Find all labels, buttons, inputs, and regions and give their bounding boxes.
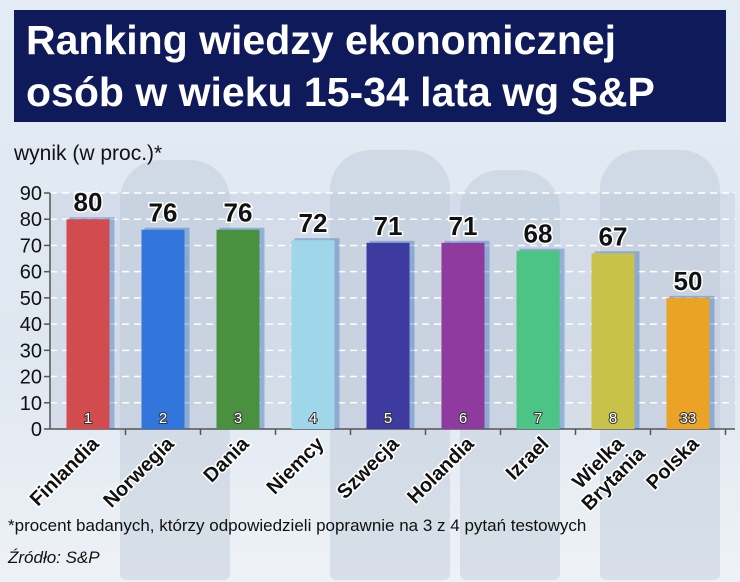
x-tick-label: Norwegia [99, 432, 179, 512]
rank-label: 33 [680, 410, 697, 427]
x-tick-label-part: Szwecja [333, 432, 404, 503]
x-tick-label: Szwecja [333, 432, 404, 503]
bar [591, 253, 635, 429]
rank-label: 7 [534, 410, 542, 427]
value-label: 76 [149, 198, 178, 228]
y-tick-label: 10 [20, 393, 42, 415]
rank-label: 6 [459, 410, 467, 427]
value-label: 71 [374, 211, 403, 241]
y-tick-label: 0 [31, 419, 42, 441]
y-tick-label: 30 [20, 340, 42, 362]
rank-label: 4 [309, 410, 317, 427]
bar [216, 229, 260, 429]
bar [141, 229, 185, 429]
x-tick-label-part: Norwegia [99, 432, 179, 512]
x-tick-label: Finlandia [26, 432, 104, 510]
y-tick-label: 50 [20, 288, 42, 310]
x-tick-label: Polska [642, 432, 704, 494]
source: Źródło: S&P [8, 548, 100, 567]
x-tick-label: WielkaBrytania [562, 427, 650, 515]
bar [66, 219, 110, 429]
bar [441, 242, 485, 429]
x-tick-label-part: Izrael [502, 433, 554, 485]
y-tick-label: 40 [20, 314, 42, 336]
x-tick-label: Holandia [403, 432, 479, 508]
x-tick-label-part: Dania [199, 432, 254, 487]
x-tick-label-part: Holandia [403, 432, 479, 508]
title-line: Ranking wiedzy ekonomicznej [26, 17, 617, 63]
y-tick-label: 90 [20, 183, 42, 205]
rank-label: 1 [84, 410, 92, 427]
title-line: osób w wieku 15-34 lata wg S&P [26, 69, 655, 115]
chart-title: Ranking wiedzy ekonomicznej osób w wieku… [14, 10, 726, 122]
x-tick-label-part: Niemcy [263, 432, 329, 498]
value-label: 67 [599, 221, 628, 251]
x-tick-label: Dania [199, 432, 254, 487]
y-tick-label: 80 [20, 209, 42, 231]
bar [516, 250, 560, 429]
bar [666, 297, 710, 429]
x-tick-label-part: Polska [642, 432, 704, 494]
bar [366, 242, 410, 429]
footnote: *procent badanych, którzy odpowiedzieli … [8, 516, 587, 535]
y-axis-label: wynik (w proc.)* [14, 142, 163, 165]
y-tick-label: 60 [20, 262, 42, 284]
x-tick-label: Niemcy [263, 432, 329, 498]
value-label: 50 [674, 266, 703, 296]
rank-label: 3 [234, 410, 242, 427]
value-label: 71 [449, 211, 478, 241]
x-tick-label-part: Finlandia [26, 432, 104, 510]
rank-label: 2 [159, 410, 167, 427]
value-label: 76 [224, 198, 253, 228]
value-label: 68 [524, 219, 553, 249]
rank-label: 8 [609, 410, 617, 427]
y-tick-label: 70 [20, 235, 42, 257]
y-tick-label: 20 [20, 367, 42, 389]
rank-label: 5 [384, 410, 392, 427]
value-label: 80 [74, 187, 103, 217]
bar [291, 240, 335, 429]
x-tick-label: Izrael [502, 433, 554, 485]
value-label: 72 [299, 208, 328, 238]
